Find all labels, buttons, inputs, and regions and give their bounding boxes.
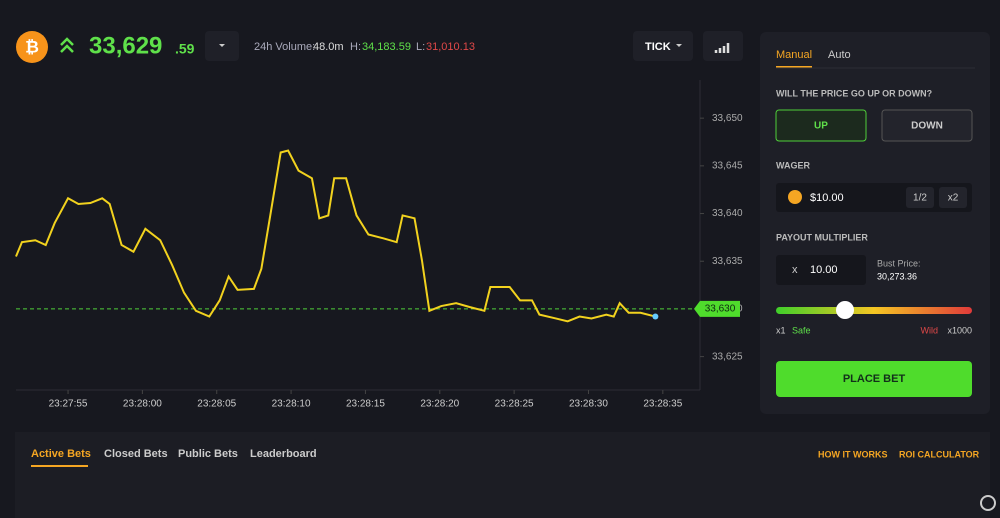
slider-knob[interactable] — [836, 301, 854, 319]
price-main: 33,629 — [89, 32, 162, 59]
price-tag — [694, 300, 740, 317]
multiplier: 10.00 — [810, 264, 838, 276]
place-bet-label: PLACE BET — [843, 373, 906, 385]
safe-x: x1 — [776, 325, 786, 335]
wild: Wild — [921, 325, 939, 335]
tick-label: TICK — [645, 41, 671, 53]
tab-manual[interactable]: Manual — [776, 49, 812, 61]
slider-track[interactable] — [776, 307, 972, 314]
volume-label: 24h Volume: — [254, 41, 315, 53]
y-tick-label: 33,650 — [712, 113, 743, 124]
multiplier-x: x — [792, 264, 798, 276]
multiplier-input[interactable] — [776, 255, 866, 285]
up-button[interactable] — [775, 109, 867, 142]
x-tick-label: 23:28:05 — [197, 399, 236, 410]
bust-label: Bust Price: — [877, 258, 921, 268]
price-cents: .59 — [175, 41, 195, 57]
high: 34,183.59 — [362, 41, 411, 53]
place-bet-button[interactable] — [776, 361, 972, 397]
bets-tab[interactable]: Closed Bets — [104, 448, 168, 460]
bets-tab[interactable]: Leaderboard — [250, 448, 317, 460]
y-tick-label: 33,640 — [712, 208, 743, 219]
btc-symbol: ₿ — [25, 37, 39, 56]
question: WILL THE PRICE GO UP OR DOWN? — [776, 88, 932, 98]
btc-icon — [16, 31, 48, 63]
payout-label: PAYOUT MULTIPLIER — [776, 232, 868, 242]
up-label: UP — [814, 121, 828, 132]
wager: $10.00 — [810, 192, 844, 204]
how-it-works[interactable]: HOW IT WORKS — [818, 449, 888, 459]
roi-calculator[interactable]: ROI CALCULATOR — [899, 449, 980, 459]
caret — [676, 44, 682, 47]
caret — [219, 44, 225, 47]
x-tick-label: 23:28:35 — [643, 399, 682, 410]
down-button[interactable] — [881, 109, 973, 142]
x-tick-label: 23:28:00 — [123, 399, 162, 410]
y-tick-label: 33,645 — [712, 160, 743, 171]
wild-x: x1000 — [947, 325, 972, 335]
y-tick-label: 33,625 — [712, 351, 743, 362]
wager-label: WAGER — [776, 160, 811, 170]
bets-panel — [15, 432, 990, 518]
high-label: H: — [350, 41, 361, 53]
last-point — [652, 313, 659, 320]
support-icon[interactable] — [980, 495, 996, 511]
up-arrows — [60, 37, 74, 53]
bust-price: 30,273.36 — [877, 271, 917, 281]
half-button[interactable] — [906, 187, 934, 208]
x-tick-label: 23:28:15 — [346, 399, 385, 410]
chart-icon — [714, 43, 730, 53]
low: 31,010.13 — [426, 41, 475, 53]
x-tick-label: 23:28:20 — [420, 399, 459, 410]
bets-tab[interactable]: Public Bets — [178, 448, 238, 460]
x-tick-label: 23:28:30 — [569, 399, 608, 410]
chart: 33,625 33,630 33,635 33,640 33,645 33,650 23:2… — [15, 80, 743, 410]
tick-button[interactable] — [633, 31, 693, 61]
double: x2 — [948, 193, 959, 204]
y-tick-label: 33,635 — [712, 256, 743, 267]
x-tick-label: 23:28:25 — [495, 399, 534, 410]
price-tag-label: 33,630 — [705, 304, 736, 315]
volume: 48.0m — [313, 41, 344, 53]
down-label: DOWN — [911, 121, 943, 132]
x-tick-label: 23:27:55 — [49, 399, 88, 410]
tab-auto[interactable]: Auto — [828, 49, 851, 61]
coin-icon — [788, 190, 802, 204]
safe: Safe — [792, 325, 811, 335]
price-line — [15, 149, 656, 323]
double-button[interactable] — [939, 187, 967, 208]
x-tick-label: 23:28:10 — [272, 399, 311, 410]
low-label: L: — [416, 41, 425, 53]
bets-tab[interactable]: Active Bets — [31, 448, 91, 460]
half: 1/2 — [913, 193, 927, 204]
